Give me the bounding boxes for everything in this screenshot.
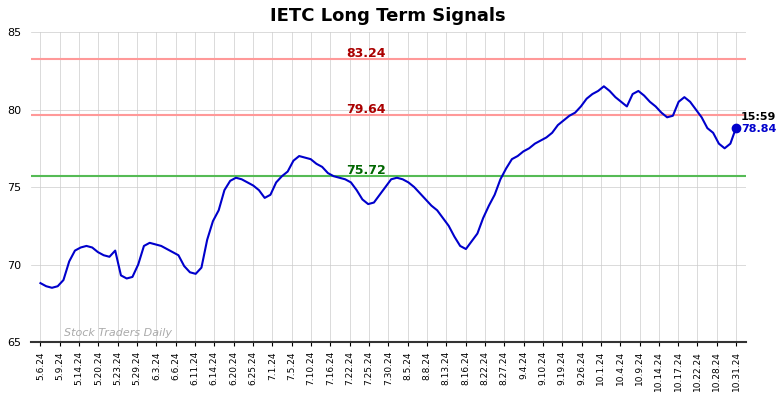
Text: 83.24: 83.24 [347,47,386,60]
Text: 78.84: 78.84 [741,124,776,134]
Text: 15:59: 15:59 [741,112,776,122]
Title: IETC Long Term Signals: IETC Long Term Signals [270,7,506,25]
Text: 75.72: 75.72 [347,164,387,177]
Text: Stock Traders Daily: Stock Traders Daily [64,328,172,338]
Text: 79.64: 79.64 [347,103,386,116]
